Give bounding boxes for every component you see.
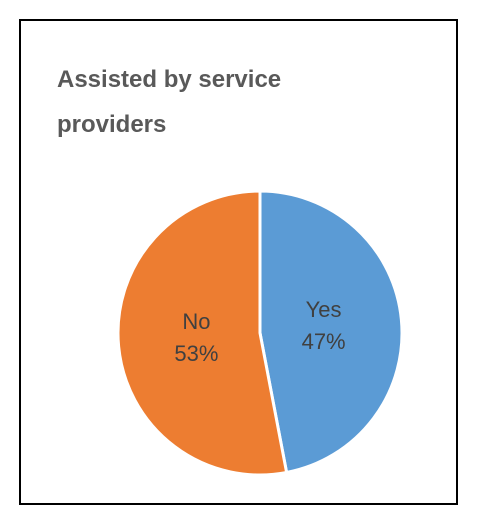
chart-title: Assisted by service providers	[57, 66, 282, 138]
pie-labels: Yes 47% No 53%	[174, 297, 345, 366]
slice-value-label-yes: 47%	[302, 329, 346, 354]
slice-category-label-yes: Yes	[306, 297, 342, 322]
slice-value-label-no: 53%	[174, 341, 218, 366]
slice-category-label-no: No	[182, 309, 210, 334]
pie-slice-yes	[258, 189, 404, 474]
pie-slice-no	[116, 189, 289, 477]
pie-slices	[116, 189, 404, 477]
